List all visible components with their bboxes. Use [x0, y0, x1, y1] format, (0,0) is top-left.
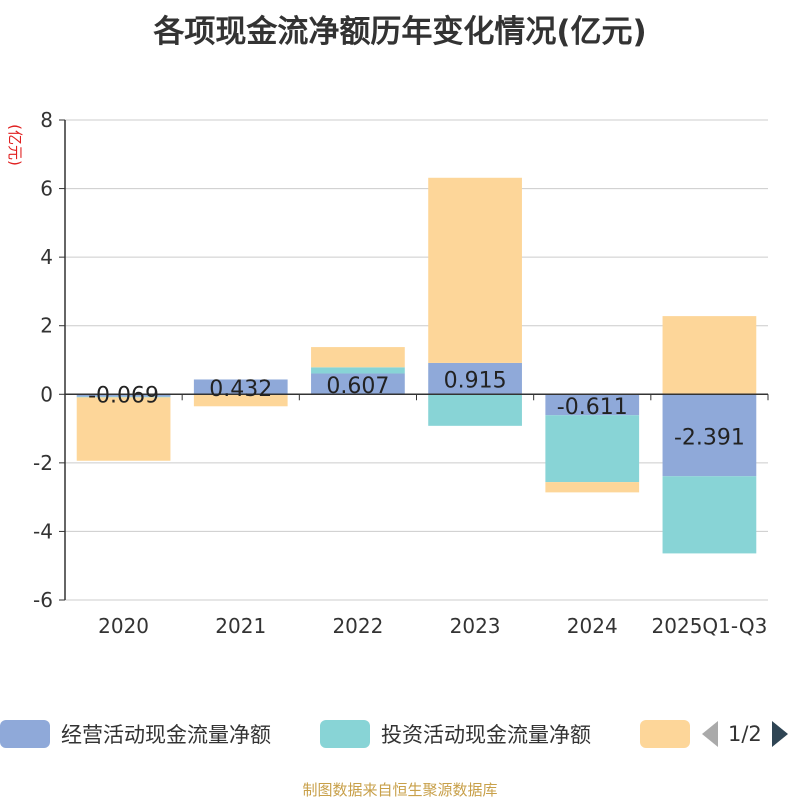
y-tick-label: 8 — [40, 108, 53, 132]
bar-operating — [76, 394, 171, 397]
y-tick-label: 0 — [40, 382, 53, 406]
legend-swatch-financing — [640, 720, 690, 748]
prev-page-icon[interactable] — [700, 719, 720, 749]
bar-financing — [428, 177, 522, 363]
bar-investing — [545, 415, 640, 483]
legend-label-operating: 经营活动现金流量净额 — [61, 723, 271, 747]
data-source-note: 制图数据来自恒生聚源数据库 — [302, 781, 498, 799]
legend-swatch-operating — [0, 720, 50, 748]
legend-item-operating[interactable]: 经营活动现金流量净额 — [0, 716, 271, 752]
x-tick-label: 2022 — [332, 614, 383, 638]
bar-operating — [662, 394, 757, 477]
y-axis-label: (亿元) — [6, 124, 24, 166]
x-tick-label: 2021 — [215, 614, 266, 638]
bar-value-label: -0.611 — [557, 395, 628, 420]
legend-label-investing: 投资活动现金流量净额 — [381, 723, 591, 747]
y-tick-label: -4 — [33, 519, 53, 543]
bar-operating — [428, 362, 522, 395]
bar-investing — [76, 396, 171, 398]
chart-title: 各项现金流净额历年变化情况(亿元) — [153, 14, 647, 50]
y-tick-label: 2 — [40, 314, 53, 338]
y-tick-label: 6 — [40, 177, 53, 201]
bar-financing — [545, 482, 640, 493]
bar-value-label: -0.069 — [88, 383, 159, 408]
bar-financing — [662, 316, 757, 395]
bar-financing — [76, 397, 171, 461]
legend-swatch-investing — [320, 720, 370, 748]
x-tick-label: 2024 — [567, 614, 618, 638]
x-tick-label: 2023 — [450, 614, 501, 638]
bar-value-label: -2.391 — [674, 425, 745, 450]
bar-value-label: 0.432 — [209, 377, 272, 402]
y-tick-label: -6 — [33, 588, 53, 612]
x-tick-label: 2020 — [98, 614, 149, 638]
bar-investing — [428, 394, 522, 426]
bar-financing — [311, 347, 405, 368]
bar-investing — [311, 367, 405, 374]
bar-value-label: 0.607 — [326, 374, 389, 399]
bar-operating — [311, 373, 405, 395]
bar-value-label: 0.915 — [444, 369, 507, 394]
legend-item-financing[interactable] — [640, 716, 690, 752]
bar-investing — [662, 476, 757, 554]
legend-pager: 1/2 — [700, 716, 790, 752]
legend-item-investing[interactable]: 投资活动现金流量净额 — [320, 716, 591, 752]
x-tick-label: 2025Q1-Q3 — [652, 614, 768, 638]
y-tick-label: 4 — [40, 245, 53, 269]
bar-operating — [545, 394, 640, 416]
legend-page-indicator: 1/2 — [728, 722, 762, 746]
bar-financing — [193, 394, 288, 407]
y-tick-label: -2 — [33, 451, 53, 475]
legend: 经营活动现金流量净额 投资活动现金流量净额 1/2 — [0, 716, 800, 752]
next-page-icon[interactable] — [770, 719, 790, 749]
bar-operating — [193, 379, 288, 395]
